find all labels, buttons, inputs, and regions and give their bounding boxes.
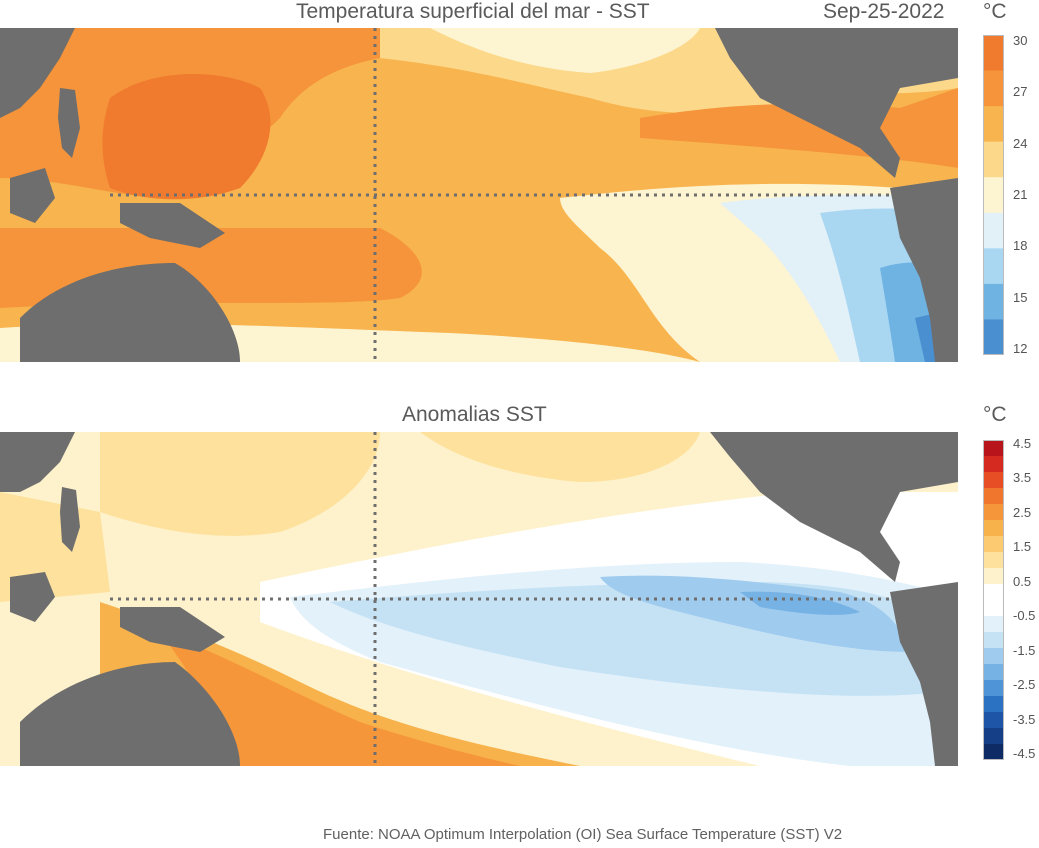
land-south-america [890, 178, 958, 362]
sst-unit-label: °C [983, 0, 1007, 23]
land-new-guinea-2 [120, 607, 225, 652]
anomaly-colorbar-swatch [983, 488, 1004, 505]
anom-south-warm-2 [160, 632, 520, 766]
sst-colorbar-tick-label: 18 [1013, 238, 1028, 254]
anomaly-colorbar-swatches [983, 440, 1004, 761]
sst-colorbar-outline [983, 35, 1004, 355]
land-borneo-2 [10, 572, 55, 622]
land-north-america [715, 28, 958, 178]
anomaly-colorbar-swatch [983, 600, 1004, 617]
anom-north-warm-2 [420, 432, 700, 482]
anomaly-colorbar-tick-label: -3.5 [1013, 711, 1036, 727]
anomaly-colorbar-swatch [983, 568, 1004, 585]
anomaly-colorbar-swatch [983, 680, 1004, 697]
sst-colorbar-tick-label: 24 [1013, 135, 1028, 151]
anomaly-colorbar-tick-label: 0.5 [1013, 573, 1032, 589]
land-australia [20, 263, 240, 362]
anomaly-colorbar-outline [983, 440, 1004, 760]
land-philippines [58, 88, 80, 158]
source-footer: Fuente: NOAA Optimum Interpolation (OI) … [323, 826, 843, 843]
sst-colorbar-tick-label: 12 [1013, 341, 1028, 356]
sst-colorbar-swatch [983, 212, 1004, 249]
anomaly-colorbar-swatch [983, 632, 1004, 649]
sst-warm-core [102, 74, 271, 200]
anomaly-colorbar-swatch [983, 536, 1004, 553]
anomaly-colorbar-tick-label: 1.5 [1013, 539, 1032, 555]
anomaly-colorbar-swatch [983, 552, 1004, 569]
anomaly-colorbar-swatch [983, 440, 1004, 457]
anomaly-colorbar-swatch [983, 472, 1004, 489]
sst-colorbar-tick-label: 30 [1013, 33, 1028, 48]
anomaly-colorbar-swatch [983, 504, 1004, 521]
sst-map [0, 28, 958, 362]
sst-colorbar [983, 35, 1004, 356]
anomaly-colorbar-tick-label: -4.5 [1013, 746, 1036, 761]
anomaly-colorbar-swatch [983, 648, 1004, 665]
land-asia-2 [0, 432, 75, 492]
anomaly-colorbar-swatch [983, 456, 1004, 473]
land-philippines-2 [60, 487, 80, 552]
land-borneo [10, 168, 55, 223]
anomaly-colorbar-tick-label: 4.5 [1013, 436, 1032, 451]
land-asia [0, 28, 75, 118]
sst-colorbar-swatch [983, 177, 1004, 214]
anomaly-colorbar-tick-label: -2.5 [1013, 677, 1036, 693]
anom-eq-cold-3 [600, 575, 910, 652]
sst-colorbar-swatch [983, 248, 1004, 285]
sst-title: Temperatura superficial del mar - SST [296, 0, 650, 23]
sst-colorbar-swatch [983, 319, 1004, 356]
anom-eq-cold-core [740, 591, 860, 615]
sst-colorbar-swatches [983, 35, 1004, 356]
anomaly-colorbar-swatch [983, 520, 1004, 537]
land-north-america-2 [710, 432, 958, 582]
anomaly-colorbar-tick-label: 3.5 [1013, 470, 1032, 486]
land-caribbean [840, 83, 880, 94]
anomaly-colorbar-swatch [983, 584, 1004, 601]
anomaly-colorbar-tick-label: -0.5 [1013, 608, 1036, 624]
sst-colorbar-swatch [983, 70, 1004, 107]
anomaly-colorbar-swatch [983, 664, 1004, 681]
sst-north-pale [430, 28, 700, 73]
sst-colorbar-tick-label: 15 [1013, 289, 1028, 305]
anomaly-colorbar-swatch [983, 728, 1004, 745]
sst-colorbar-swatch [983, 141, 1004, 178]
sst-date: Sep-25-2022 [823, 0, 945, 23]
anomaly-colorbar-tick-label: -1.5 [1013, 642, 1036, 658]
anomaly-colorbar-swatch [983, 712, 1004, 729]
anomaly-colorbar-swatch [983, 616, 1004, 633]
anomaly-colorbar [983, 440, 1004, 761]
anomaly-colorbar-swatch [983, 696, 1004, 713]
sst-colorbar-tick-label: 27 [1013, 84, 1028, 100]
sst-colorbar-swatch [983, 106, 1004, 143]
sst-colorbar-tick-label: 21 [1013, 187, 1028, 202]
land-new-guinea [120, 203, 225, 248]
land-australia-2 [20, 662, 240, 766]
land-south-america-2 [890, 582, 958, 766]
sst-colorbar-swatch [983, 283, 1004, 320]
anomaly-unit-label: °C [983, 403, 1007, 426]
sst-colorbar-swatch [983, 35, 1004, 72]
anomaly-map [0, 432, 958, 766]
anomaly-colorbar-swatch [983, 744, 1004, 761]
anom-north-warm [100, 432, 380, 536]
anomaly-colorbar-tick-label: 2.5 [1013, 504, 1032, 520]
anomaly-title: Anomalias SST [402, 403, 547, 426]
